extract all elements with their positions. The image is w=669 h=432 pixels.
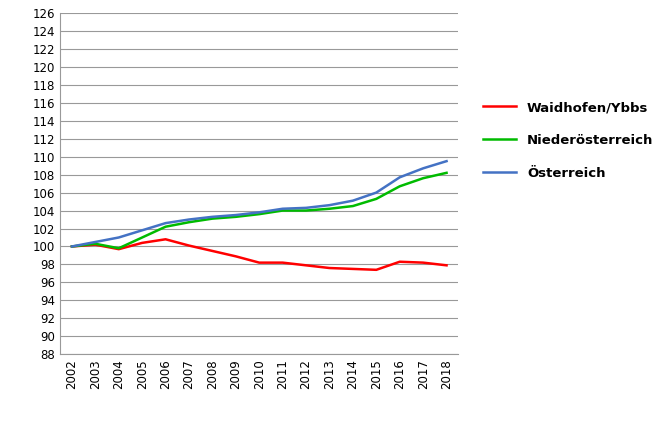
Österreich [349,198,357,203]
Österreich [138,228,146,233]
Niederösterreich [256,212,264,217]
Waidhofen/Ybbs [443,263,451,268]
Niederösterreich [138,235,146,240]
Niederösterreich [302,208,310,213]
Waidhofen/Ybbs [419,260,427,265]
Österreich [325,203,333,208]
Waidhofen/Ybbs [372,267,380,273]
Waidhofen/Ybbs [91,242,99,247]
Niederösterreich [68,244,76,249]
Waidhofen/Ybbs [396,259,404,264]
Line: Österreich: Österreich [72,161,447,247]
Österreich [232,213,240,218]
Niederösterreich [278,208,286,213]
Österreich [68,244,76,249]
Waidhofen/Ybbs [349,267,357,272]
Österreich [256,210,264,215]
Waidhofen/Ybbs [302,263,310,268]
Niederösterreich [161,224,169,229]
Line: Niederösterreich: Niederösterreich [72,173,447,248]
Österreich [443,159,451,164]
Niederösterreich [114,246,122,251]
Niederösterreich [325,206,333,211]
Niederösterreich [349,203,357,209]
Niederösterreich [443,170,451,175]
Österreich [278,206,286,211]
Niederösterreich [232,214,240,219]
Österreich [91,239,99,245]
Österreich [302,205,310,210]
Waidhofen/Ybbs [68,244,76,249]
Legend: Waidhofen/Ybbs, Niederösterreich, Österreich: Waidhofen/Ybbs, Niederösterreich, Österr… [477,95,660,187]
Österreich [161,220,169,226]
Niederösterreich [372,196,380,201]
Waidhofen/Ybbs [185,243,193,248]
Waidhofen/Ybbs [161,237,169,242]
Niederösterreich [396,184,404,189]
Österreich [396,175,404,180]
Niederösterreich [419,176,427,181]
Niederösterreich [209,216,217,221]
Waidhofen/Ybbs [114,247,122,252]
Österreich [185,217,193,222]
Niederösterreich [91,241,99,246]
Waidhofen/Ybbs [232,254,240,259]
Österreich [419,166,427,171]
Waidhofen/Ybbs [278,260,286,265]
Österreich [372,190,380,195]
Waidhofen/Ybbs [138,240,146,245]
Niederösterreich [185,219,193,225]
Waidhofen/Ybbs [209,248,217,254]
Waidhofen/Ybbs [325,265,333,270]
Österreich [114,235,122,240]
Line: Waidhofen/Ybbs: Waidhofen/Ybbs [72,239,447,270]
Österreich [209,214,217,219]
Waidhofen/Ybbs [256,260,264,265]
